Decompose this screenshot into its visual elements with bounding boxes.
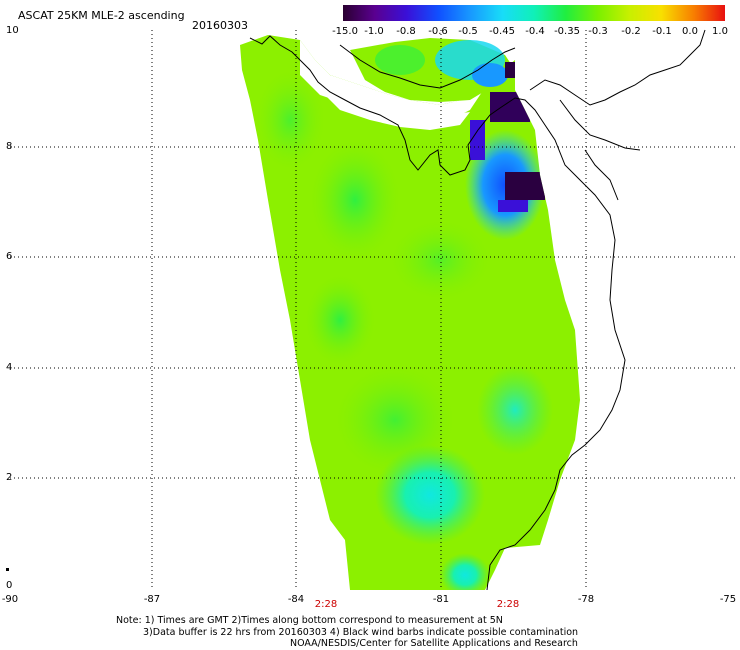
note-line: NOAA/NESDIS/Center for Satellite Applica… — [290, 638, 578, 649]
time-label: 2:28 — [314, 599, 338, 610]
colorbar-label: -0.3 — [588, 26, 608, 37]
lon-label: -81 — [432, 594, 450, 605]
map-date: 20160303 — [192, 19, 248, 32]
lat-label: 6 — [6, 251, 13, 262]
colorbar-label: -0.35 — [554, 26, 580, 37]
no-data-gap — [318, 88, 470, 130]
data-patch-north — [350, 38, 515, 102]
lat-label: 8 — [6, 141, 13, 152]
coastlines — [249, 29, 706, 591]
colorbar-label: -0.45 — [489, 26, 515, 37]
colorbar-label: -1.0 — [364, 26, 384, 37]
note-line: 3)Data buffer is 22 hrs from 20160303 4)… — [143, 627, 579, 638]
lat-label: 4 — [6, 362, 13, 373]
colorbar-label: -0.2 — [621, 26, 641, 37]
lat-label: 10 — [6, 25, 19, 36]
map-title: ASCAT 25KM MLE-2 ascending — [18, 9, 185, 22]
marker-dot — [6, 568, 9, 571]
colorbar-label: -0.4 — [525, 26, 545, 37]
colorbar — [343, 5, 725, 21]
graticule — [10, 30, 735, 590]
colorbar-label: -0.8 — [396, 26, 416, 37]
lon-label: -87 — [143, 594, 161, 605]
colorbar-label: -0.6 — [428, 26, 448, 37]
lat-label: 0 — [6, 580, 13, 591]
colorbar-label: 0.0 — [682, 26, 698, 37]
colorbar-label: -0.5 — [458, 26, 478, 37]
colorbar-label: -0.1 — [652, 26, 672, 37]
note-line: Note: 1) Times are GMT 2)Times along bot… — [116, 615, 503, 626]
lon-label: -84 — [287, 594, 305, 605]
colorbar-label: -15.0 — [332, 26, 358, 37]
lat-label: 2 — [6, 472, 13, 483]
lon-label: -75 — [719, 594, 737, 605]
lon-label: -90 — [1, 594, 19, 605]
time-label: 2:28 — [496, 599, 520, 610]
colorbar-label: 1.0 — [712, 26, 728, 37]
lon-label: -78 — [577, 594, 595, 605]
